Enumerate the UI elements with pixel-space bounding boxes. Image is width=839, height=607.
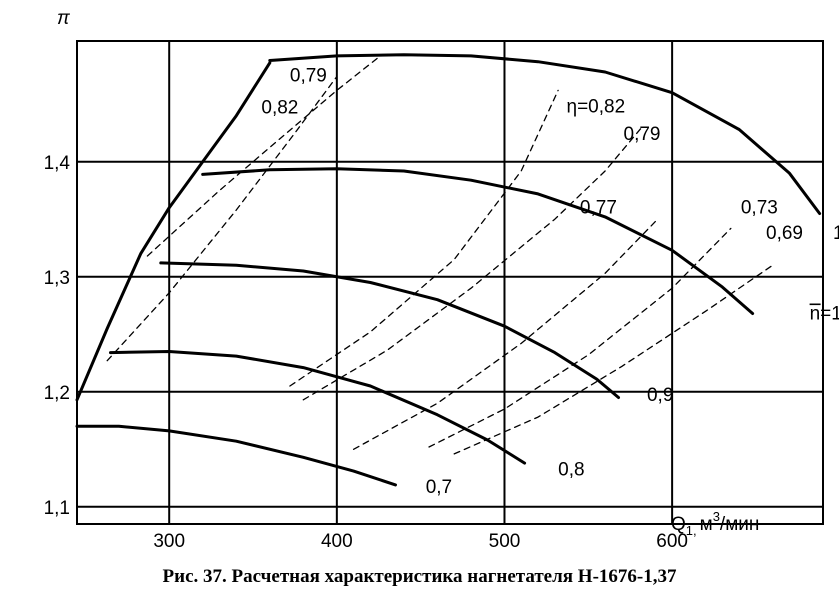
- plot-frame: [76, 40, 824, 525]
- curve-label: 0,7: [426, 477, 452, 498]
- efficiency-curve: [428, 227, 732, 448]
- curve-label: 0,77: [580, 198, 617, 219]
- y-tick-label: 1,4: [44, 153, 71, 174]
- curve-label: n=1,0: [810, 303, 839, 324]
- characteristic-curve: [268, 53, 822, 215]
- y-tick-label: 1,3: [44, 268, 70, 289]
- curve-label: 0,69: [766, 223, 803, 244]
- characteristic-curve: [75, 61, 272, 402]
- x-axis-label-sup: 3: [713, 509, 720, 524]
- tick-labels: 300 400 500 600 1,1 1,2 1,3 1,4: [44, 153, 688, 552]
- curve-label: 1,1: [833, 223, 839, 244]
- x-axis-label: Q1, м3/мин: [671, 509, 759, 538]
- characteristic-curve: [201, 167, 755, 315]
- efficiency-curve: [302, 126, 643, 401]
- curve-label: 0,79: [624, 124, 661, 145]
- annotations: 0,79 0,82 η=0,82 0,79 0,77 0,73 0,69 1,1 n=1,0 0,…: [261, 65, 839, 498]
- efficiency-curve: [352, 220, 657, 450]
- series-layer: [75, 53, 822, 487]
- curve-label: 0,8: [558, 460, 584, 481]
- curve-label: 0,9: [647, 385, 673, 406]
- y-axis-label: π: [57, 8, 71, 29]
- curve-label: 0,82: [261, 97, 298, 118]
- x-axis-label-q: Q: [671, 514, 686, 535]
- curve-label: 0,79: [290, 65, 327, 86]
- figure-caption: Рис. 37. Расчетная характеристика нагнет…: [162, 566, 677, 587]
- y-tick-label: 1,2: [44, 383, 70, 404]
- x-tick-label: 600: [656, 531, 688, 552]
- y-tick-label: 1,1: [44, 498, 70, 519]
- x-axis-label-tail: /мин: [720, 514, 759, 535]
- characteristic-curve: [109, 350, 527, 465]
- x-axis-label-unit: м: [700, 514, 713, 535]
- x-tick-label: 500: [489, 531, 521, 552]
- x-tick-label: 400: [321, 531, 353, 552]
- characteristic-curve: [159, 261, 620, 399]
- efficiency-curve: [146, 56, 380, 257]
- x-axis-label-sub: 1,: [686, 523, 697, 538]
- efficiency-curve: [453, 264, 774, 455]
- efficiency-curve: [106, 75, 338, 362]
- curve-label: η=0,82: [567, 96, 626, 117]
- x-tick-label: 300: [153, 531, 185, 552]
- curve-label: 0,73: [741, 198, 778, 219]
- characteristic-curve: [75, 424, 397, 487]
- efficiency-curve: [289, 89, 559, 387]
- grid: [77, 41, 823, 524]
